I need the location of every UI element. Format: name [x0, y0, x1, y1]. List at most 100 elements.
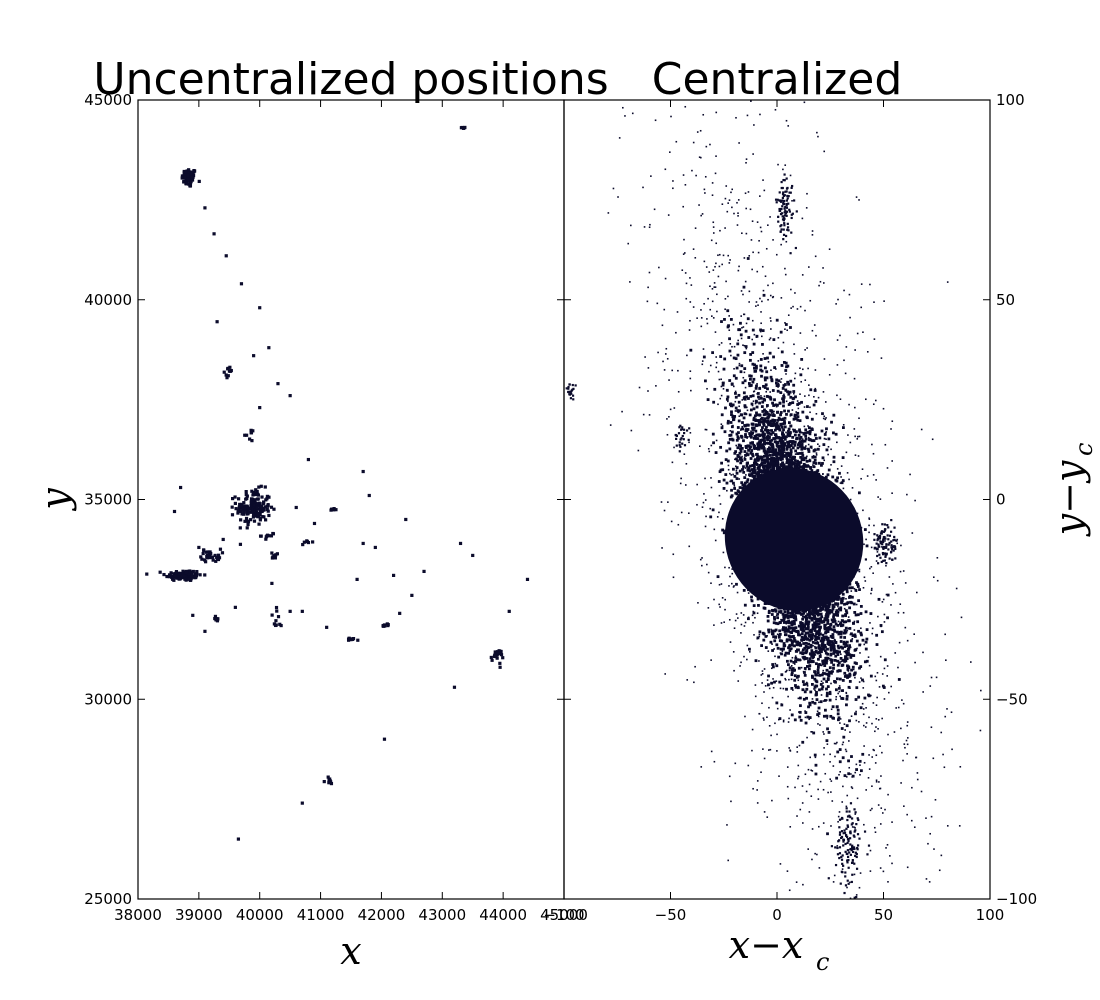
scatter-point — [830, 780, 833, 782]
scatter-point — [776, 384, 780, 387]
scatter-point — [675, 140, 678, 143]
scatter-point — [875, 726, 877, 728]
scatter-point — [737, 419, 741, 423]
scatter-point — [777, 635, 781, 639]
scatter-point — [797, 777, 799, 780]
scatter-point — [765, 247, 768, 250]
scatter-point — [960, 616, 963, 619]
scatter-point — [744, 621, 747, 624]
scatter-point — [734, 406, 738, 410]
scatter-point — [672, 187, 674, 190]
scatter-point — [846, 886, 848, 889]
scatter-point — [744, 386, 747, 389]
scatter-point — [731, 345, 733, 348]
scatter-point — [269, 505, 274, 509]
scatter-point — [776, 646, 780, 650]
scatter-point — [228, 369, 233, 373]
scatter-point — [751, 338, 754, 341]
scatter-point — [789, 659, 793, 663]
scatter-point — [798, 445, 802, 448]
scatter-point — [250, 489, 254, 493]
scatter-point — [853, 620, 856, 623]
scatter-point — [818, 284, 820, 287]
scatter-point — [891, 821, 893, 823]
scatter-point — [856, 438, 859, 440]
scatter-point — [737, 199, 740, 201]
scatter-point — [667, 501, 669, 503]
scatter-point — [728, 199, 731, 201]
scatter-point — [761, 329, 765, 333]
scatter-point — [756, 612, 759, 615]
scatter-point — [749, 451, 753, 455]
scatter-point — [839, 398, 842, 401]
scatter-point — [906, 721, 909, 723]
scatter-point — [814, 638, 817, 642]
scatter-point — [774, 609, 778, 613]
scatter-point — [891, 420, 894, 423]
scatter-point — [180, 174, 184, 178]
scatter-point — [274, 605, 279, 610]
scatter-point — [811, 731, 813, 733]
scatter-point — [177, 572, 181, 576]
scatter-point — [958, 825, 961, 827]
scatter-point — [681, 428, 684, 431]
scatter-point — [886, 593, 890, 597]
scatter-point — [700, 766, 703, 768]
scatter-point — [803, 101, 806, 104]
scatter-point — [697, 602, 699, 604]
scatter-point — [217, 556, 222, 560]
scatter-point — [710, 659, 712, 661]
scatter-point — [703, 302, 705, 305]
scatter-point — [818, 688, 821, 692]
scatter-point — [876, 551, 879, 553]
scatter-point — [648, 226, 651, 229]
scatter-point — [749, 457, 753, 460]
scatter-point — [804, 710, 806, 712]
scatter-point — [782, 644, 786, 648]
scatter-point — [812, 465, 816, 469]
scatter-point — [822, 391, 825, 393]
scatter-point — [258, 534, 263, 538]
scatter-point — [888, 576, 891, 578]
scatter-point — [755, 437, 758, 440]
scatter-point — [863, 761, 866, 764]
scatter-point — [902, 702, 905, 705]
scatter-point — [728, 775, 731, 778]
scatter-point — [327, 778, 331, 782]
scatter-point — [638, 386, 641, 389]
scatter-point — [189, 578, 193, 582]
scatter-point — [731, 188, 734, 191]
scatter-point — [322, 780, 326, 784]
scatter-point — [700, 156, 702, 159]
scatter-point — [830, 825, 832, 827]
scatter-point — [802, 683, 806, 686]
scatter-point — [784, 322, 786, 324]
scatter-point — [944, 715, 947, 718]
scatter-point — [814, 673, 818, 677]
scatter-point — [191, 613, 195, 617]
scatter-point — [841, 456, 845, 460]
scatter-point — [848, 478, 850, 481]
scatter-point — [863, 643, 866, 646]
scatter-point — [897, 706, 900, 709]
scatter-point — [856, 512, 859, 515]
scatter-point — [770, 320, 772, 322]
scatter-point — [866, 351, 869, 353]
scatter-point — [720, 583, 723, 585]
scatter-point — [729, 318, 733, 321]
scatter-point — [774, 422, 777, 425]
scatter-point — [860, 477, 862, 480]
scatter-point — [860, 283, 863, 285]
scatter-point — [845, 750, 848, 753]
scatter-point — [880, 357, 883, 359]
scatter-point — [763, 668, 766, 670]
scatter-point — [811, 329, 814, 332]
scatter-point — [795, 411, 797, 413]
scatter-point — [731, 568, 733, 570]
scatter-point — [803, 425, 806, 428]
scatter-point — [764, 410, 768, 413]
scatter-point — [714, 539, 717, 542]
scatter-point — [688, 329, 691, 331]
scatter-point — [814, 387, 817, 390]
scatter-point — [824, 708, 827, 712]
